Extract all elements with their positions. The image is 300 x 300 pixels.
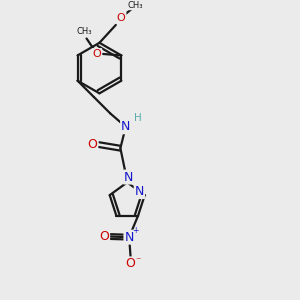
Text: N: N [135,185,144,198]
Text: O: O [88,137,98,151]
Text: CH₃: CH₃ [128,1,143,10]
Text: CH₃: CH₃ [76,27,92,36]
Text: O: O [93,49,101,59]
Text: N: N [121,120,130,133]
Text: N: N [124,231,134,244]
Text: H: H [134,113,142,124]
Text: O: O [99,230,109,243]
Text: N: N [124,170,134,184]
Text: O: O [126,257,136,270]
Text: O: O [117,13,125,22]
Text: ⁻: ⁻ [135,256,140,266]
Text: +: + [133,226,139,235]
